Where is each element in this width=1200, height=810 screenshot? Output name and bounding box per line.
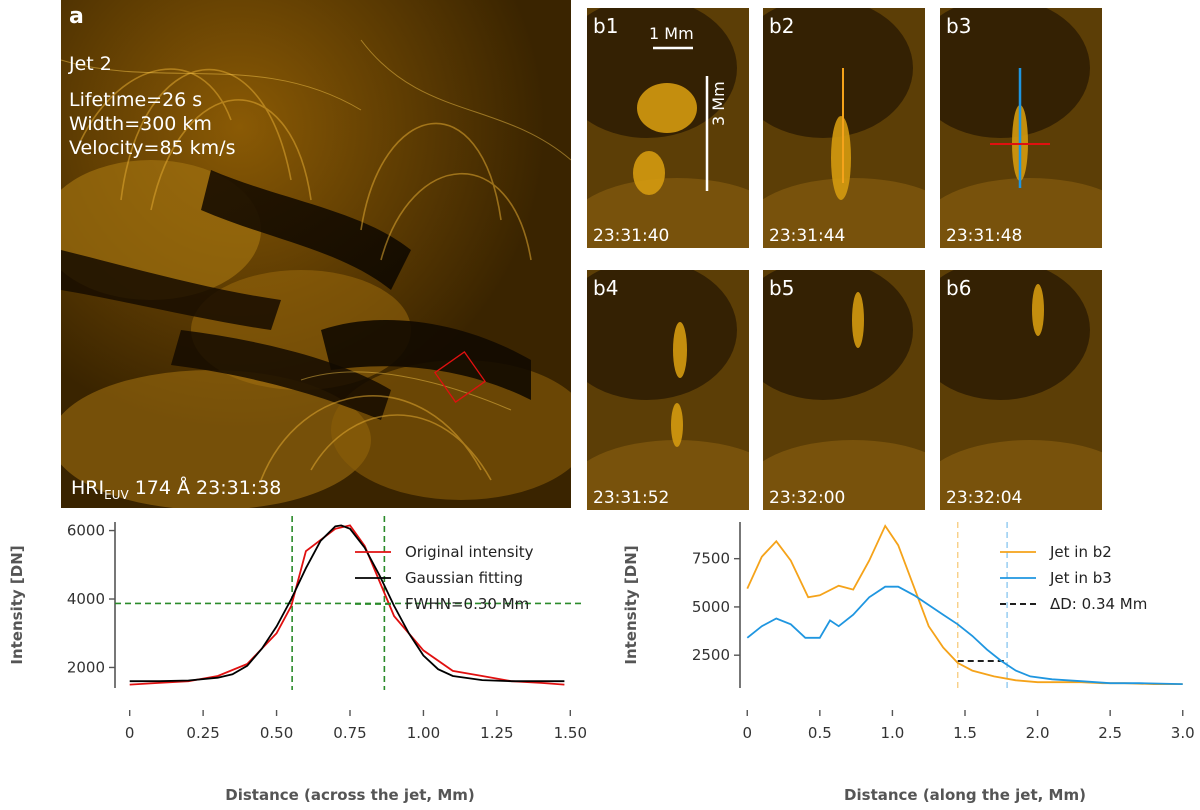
panel-b6: b6 23:32:04 [940, 270, 1102, 510]
x-tick-label: 0.50 [260, 724, 293, 742]
x-tick-label: 1.0 [880, 724, 904, 742]
y-tick-label: 4000 [67, 590, 105, 608]
jet-blob [1032, 284, 1044, 336]
scale-label-horizontal: 1 Mm [649, 24, 694, 43]
legend-label: Jet in b2 [1049, 543, 1112, 561]
solar-image-a [61, 0, 571, 508]
panel-b3-image [940, 8, 1102, 248]
panel-b6-image [940, 270, 1102, 510]
panel-a-solar-image: a Jet 2 Lifetime=26 s Width=300 km Veloc… [61, 0, 571, 508]
x-tick-label: 2.0 [1026, 724, 1050, 742]
jet-blob [831, 116, 851, 200]
legend-label: Gaussian fitting [405, 569, 523, 587]
panel-timestamp: 23:32:04 [946, 488, 1023, 508]
panel-b2-image [763, 8, 925, 248]
instrument-caption: HRIEUV 174 Å 23:31:38 [71, 477, 282, 502]
series-line [129, 524, 565, 683]
x-tick-label: 1.50 [554, 724, 587, 742]
x-tick-label: 0.25 [186, 724, 219, 742]
panel-timestamp: 23:31:48 [946, 226, 1023, 246]
x-axis-label: Distance (across the jet, Mm) [225, 786, 475, 804]
series-line [746, 585, 1183, 685]
panel-b1: b1 23:31:40 1 Mm 3 Mm [587, 8, 749, 248]
panel-b5-image [763, 270, 925, 510]
panel-b1-image [587, 8, 749, 248]
x-tick-label: 1.25 [480, 724, 513, 742]
y-tick-label: 7500 [692, 550, 730, 568]
y-tick-label: 2500 [692, 646, 730, 664]
y-axis-label: Intensity [DN] [622, 545, 640, 664]
width-text: Width=300 km [69, 113, 212, 135]
panel-label: b3 [946, 14, 972, 38]
plot-2: 2500 5000 7500 0 0.5 1.0 1.5 2.0 2.5 3.0 Distance … [622, 522, 1195, 804]
panel-label: b5 [769, 276, 795, 300]
velocity-text: Velocity=85 km/s [69, 137, 236, 159]
panel-label: b2 [769, 14, 795, 38]
legend-label: Original intensity [405, 543, 534, 561]
panel-b5: b5 23:32:00 [763, 270, 925, 510]
panel-label: b1 [593, 14, 619, 38]
series-line [129, 524, 565, 686]
x-axis-label: Distance (along the jet, Mm) [844, 786, 1086, 804]
panel-timestamp: 23:31:40 [593, 226, 670, 246]
panel-b4: b4 23:31:52 [587, 270, 749, 510]
y-tick-label: 2000 [67, 658, 105, 676]
x-tick-label: 0 [125, 724, 135, 742]
x-tick-label: 1.00 [407, 724, 440, 742]
lifetime-text: Lifetime=26 s [69, 89, 203, 111]
x-tick-label: 1.5 [953, 724, 977, 742]
legend-label: ΔD: 0.34 Mm [1050, 595, 1147, 613]
jet-blob [852, 292, 864, 348]
y-axis-label: Intensity [DN] [8, 545, 26, 664]
jet-blob [633, 151, 665, 195]
jet-region-box [434, 351, 486, 403]
x-tick-label: 0.75 [333, 724, 366, 742]
scale-label-vertical: 3 Mm [709, 81, 728, 126]
panel-b3: b3 23:31:48 [940, 8, 1102, 248]
jet-blob [637, 83, 697, 133]
x-tick-label: 3.0 [1171, 724, 1195, 742]
panel-timestamp: 23:31:44 [769, 226, 846, 246]
legend-label: FWHN=0.30 Mm [405, 595, 529, 613]
jet-blob [671, 403, 683, 447]
y-tick-label: 6000 [67, 522, 105, 540]
y-tick-label: 5000 [692, 598, 730, 616]
x-tick-label: 0 [742, 724, 752, 742]
panel-b4-image [587, 270, 749, 510]
x-tick-label: 0.5 [808, 724, 832, 742]
panel-a-label: a [69, 4, 84, 29]
series-line [746, 524, 1183, 686]
panel-b2: b2 23:31:44 [763, 8, 925, 248]
panel-timestamp: 23:31:52 [593, 488, 670, 508]
panel-label: b6 [946, 276, 972, 300]
jet-title: Jet 2 [69, 53, 112, 75]
legend-label: Jet in b3 [1049, 569, 1112, 587]
panel-label: b4 [593, 276, 619, 300]
plot-1: 2000 4000 6000 0 0.25 0.50 0.75 1.00 1.25 1.50 Dis… [8, 516, 587, 804]
x-tick-label: 2.5 [1098, 724, 1122, 742]
panel-timestamp: 23:32:00 [769, 488, 846, 508]
jet-blob [673, 322, 687, 378]
